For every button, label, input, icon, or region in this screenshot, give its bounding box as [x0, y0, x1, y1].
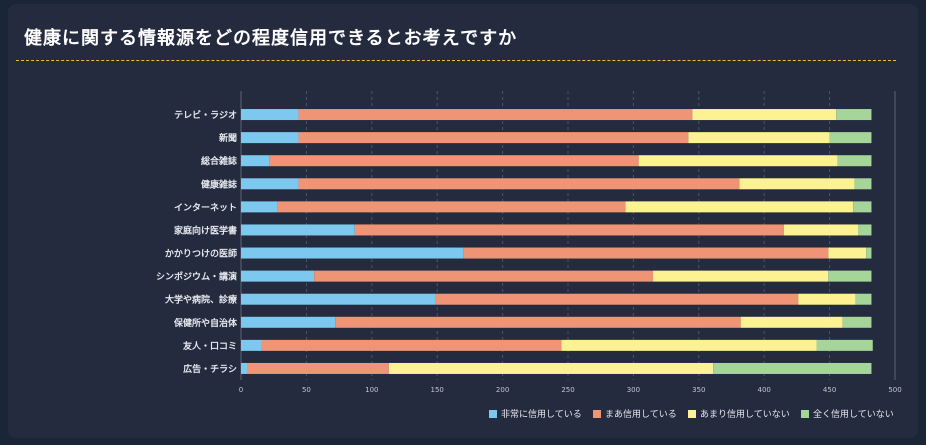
- bar-segment: [435, 293, 799, 305]
- bar-segment: [853, 201, 872, 213]
- category-label: 広告・チラシ: [183, 363, 237, 375]
- bar-segment: [241, 339, 262, 351]
- category-label: テレビ・ラジオ: [174, 109, 237, 121]
- bar-segment: [866, 247, 872, 259]
- category-label: 大学や病院、診療: [165, 294, 237, 306]
- x-tick-label: 150: [431, 386, 444, 394]
- category-label: 新聞: [219, 132, 237, 144]
- legend-swatch: [688, 410, 696, 418]
- bar-segment: [638, 155, 838, 167]
- bar-segment: [653, 270, 829, 282]
- bar-segment: [798, 293, 856, 305]
- bar-segment: [298, 109, 693, 121]
- category-label: 健康雑誌: [201, 178, 237, 190]
- bar-segment: [241, 178, 299, 190]
- bar-segment: [354, 224, 784, 236]
- bar-segment: [740, 316, 843, 328]
- bar-segment: [625, 201, 854, 213]
- bar-segment: [277, 201, 626, 213]
- x-tick-label: 500: [888, 386, 901, 394]
- bar-segment: [298, 178, 740, 190]
- bar-segment: [692, 109, 837, 121]
- bar-segment: [314, 270, 654, 282]
- bar-segment: [783, 224, 859, 236]
- category-label: 友人・口コミ: [183, 340, 237, 352]
- x-tick-label: 400: [758, 386, 771, 394]
- category-label: 総合雑誌: [201, 155, 237, 167]
- bar-segment: [241, 155, 270, 167]
- legend-swatch: [489, 410, 497, 418]
- bar-segment: [335, 316, 741, 328]
- legend-swatch: [593, 410, 601, 418]
- legend-label: 非常に信用している: [501, 408, 582, 420]
- bar-segment: [713, 362, 872, 374]
- bar-segment: [298, 132, 689, 144]
- bar-segment: [858, 224, 872, 236]
- bar-segment: [241, 293, 436, 305]
- x-tick-label: 350: [692, 386, 705, 394]
- bar-segment: [241, 270, 315, 282]
- bar-segment: [247, 362, 389, 374]
- x-tick-label: 50: [302, 386, 311, 394]
- x-tick-label: 200: [496, 386, 509, 394]
- bar-segment: [688, 132, 830, 144]
- page-title: 健康に関する情報源をどの程度信用できるとお考えですか: [24, 28, 518, 49]
- bar-segment: [241, 132, 299, 144]
- bar-segment: [816, 339, 873, 351]
- bar-segment: [261, 339, 562, 351]
- bar-segment: [837, 155, 872, 167]
- bar-segment: [828, 270, 872, 282]
- legend-label: まあ信用している: [605, 408, 677, 420]
- bar-segment: [241, 201, 278, 213]
- bar-segment: [388, 362, 714, 374]
- bar-segment: [241, 362, 248, 374]
- category-label: インターネット: [174, 201, 237, 213]
- bar-segment: [828, 247, 867, 259]
- x-tick-label: 300: [627, 386, 640, 394]
- bar-segment: [241, 224, 355, 236]
- bar-segment: [854, 178, 872, 190]
- bar-segment: [739, 178, 855, 190]
- legend-label: 全く信用していない: [813, 408, 894, 420]
- category-label: かかりつけの医師: [165, 248, 237, 260]
- category-label: シンポジウム・講演: [156, 271, 237, 283]
- x-tick-label: 100: [365, 386, 378, 394]
- bar-segment: [561, 339, 817, 351]
- bar-segment: [855, 293, 872, 305]
- bar-segment: [836, 109, 872, 121]
- category-label: 保健所や自治体: [173, 317, 238, 329]
- legend-swatch: [801, 410, 809, 418]
- bar-segment: [829, 132, 872, 144]
- bar-segment: [463, 247, 829, 259]
- x-tick-label: 250: [561, 386, 574, 394]
- category-label: 家庭向け医学書: [174, 224, 237, 236]
- x-tick-label: 0: [239, 386, 243, 394]
- bar-segment: [241, 316, 336, 328]
- bar-segment: [269, 155, 639, 167]
- bar-segment: [842, 316, 872, 328]
- bar-segment: [241, 109, 299, 121]
- x-tick-label: 450: [823, 386, 836, 394]
- title-divider: [16, 60, 896, 61]
- legend-label: あまり信用していない: [700, 408, 790, 420]
- bar-segment: [241, 247, 464, 259]
